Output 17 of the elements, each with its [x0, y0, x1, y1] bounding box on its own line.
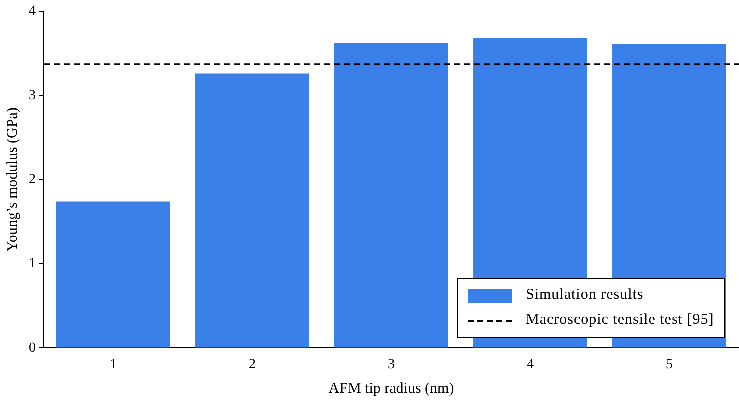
bar [196, 74, 310, 348]
bar [56, 202, 170, 348]
x-tick-label: 4 [527, 357, 534, 372]
y-tick-label: 2 [29, 172, 36, 188]
y-tick-label: 3 [29, 88, 36, 104]
legend-label: Simulation results [526, 287, 644, 304]
x-tick-label: 1 [110, 357, 117, 372]
x-axis-title: AFM tip radius (nm) [328, 380, 454, 397]
x-tick-label: 2 [249, 357, 256, 372]
legend-label: Macroscopic tensile test [95] [526, 312, 714, 330]
y-tick-label: 4 [29, 4, 36, 20]
y-tick-label: 0 [29, 340, 36, 356]
bar [334, 43, 448, 348]
y-axis-title: Young’s modulus (GPa) [4, 108, 21, 252]
x-tick-label: 5 [666, 357, 673, 372]
x-tick-label: 3 [388, 357, 395, 372]
y-tick-label: 1 [29, 256, 36, 272]
